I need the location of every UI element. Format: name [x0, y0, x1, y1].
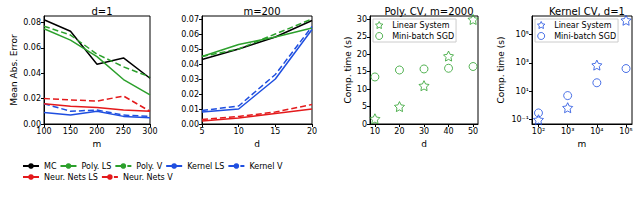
svg-text:Comp. time (s): Comp. time (s) [496, 37, 506, 104]
svg-text:m: m [578, 139, 587, 149]
svg-text:10⁴: 10⁴ [590, 127, 603, 136]
svg-text:20: 20 [394, 127, 404, 136]
svg-text:Poly. V: Poly. V [136, 162, 162, 171]
svg-text:15: 15 [357, 67, 367, 76]
svg-text:10: 10 [234, 127, 244, 136]
svg-text:40: 40 [443, 127, 453, 136]
svg-text:100: 100 [36, 127, 51, 136]
svg-text:0.02: 0.02 [23, 94, 41, 103]
svg-text:25: 25 [357, 32, 367, 41]
svg-text:Comp. time (s): Comp. time (s) [343, 37, 353, 104]
svg-text:Linear System: Linear System [554, 21, 611, 30]
svg-text:10: 10 [357, 85, 367, 94]
svg-text:0.05: 0.05 [181, 45, 199, 54]
svg-text:15: 15 [270, 127, 280, 136]
svg-text:d: d [254, 139, 260, 149]
svg-text:300: 300 [142, 127, 157, 136]
svg-text:Kernel CV, d=1: Kernel CV, d=1 [549, 6, 625, 17]
svg-text:0.00: 0.00 [181, 120, 199, 129]
svg-text:Mean Abs. Error: Mean Abs. Error [9, 34, 19, 106]
svg-text:Kernel LS: Kernel LS [187, 162, 224, 171]
svg-text:m=200: m=200 [243, 6, 280, 17]
svg-text:10²: 10² [532, 127, 545, 136]
svg-text:Poly. CV, m=2000: Poly. CV, m=2000 [384, 6, 473, 17]
svg-text:0.03: 0.03 [181, 75, 199, 84]
svg-text:0.06: 0.06 [181, 30, 199, 39]
svg-text:10⁵: 10⁵ [516, 30, 529, 39]
svg-text:Poly. LS: Poly. LS [81, 162, 111, 171]
svg-text:150: 150 [63, 127, 78, 136]
svg-text:20: 20 [357, 50, 367, 59]
svg-text:10³: 10³ [561, 127, 574, 136]
svg-text:50: 50 [468, 127, 478, 136]
svg-text:0.04: 0.04 [23, 69, 41, 78]
svg-text:0.01: 0.01 [181, 105, 199, 114]
svg-text:Neur. Nets V: Neur. Nets V [123, 173, 173, 182]
svg-text:0.02: 0.02 [181, 90, 199, 99]
svg-text:Neur. Nets LS: Neur. Nets LS [44, 173, 98, 182]
svg-text:30: 30 [357, 15, 367, 24]
svg-text:m: m [93, 139, 102, 149]
svg-text:10⁻¹: 10⁻¹ [511, 115, 529, 124]
svg-text:200: 200 [89, 127, 104, 136]
svg-text:0.08: 0.08 [23, 18, 41, 27]
svg-text:0: 0 [362, 120, 367, 129]
svg-text:10: 10 [370, 127, 380, 136]
svg-text:d: d [421, 139, 427, 149]
svg-text:Kernel V: Kernel V [249, 162, 283, 171]
svg-text:20: 20 [307, 127, 317, 136]
svg-text:250: 250 [116, 127, 131, 136]
svg-text:Mini-batch SGD: Mini-batch SGD [554, 32, 616, 41]
svg-text:MC: MC [44, 162, 57, 171]
svg-text:5: 5 [199, 127, 204, 136]
svg-text:10⁵: 10⁵ [619, 127, 632, 136]
svg-text:0.06: 0.06 [23, 43, 41, 52]
svg-text:30: 30 [419, 127, 429, 136]
svg-text:10³: 10³ [516, 58, 529, 67]
svg-text:5: 5 [362, 102, 367, 111]
svg-text:Mini-batch SGD: Mini-batch SGD [392, 32, 454, 41]
svg-text:0.00: 0.00 [23, 119, 41, 129]
svg-text:d=1: d=1 [91, 6, 112, 17]
svg-text:10¹: 10¹ [516, 87, 529, 96]
svg-text:Linear System: Linear System [392, 21, 449, 30]
svg-text:0.07: 0.07 [181, 15, 199, 24]
svg-text:0.04: 0.04 [181, 60, 199, 69]
